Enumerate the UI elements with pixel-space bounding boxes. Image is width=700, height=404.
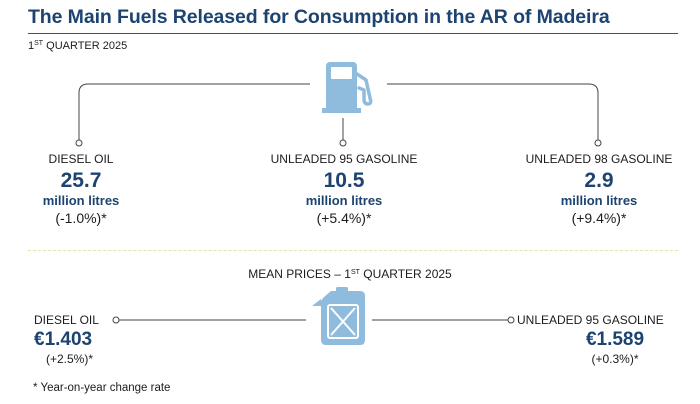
price-name: UNLEADED 95 GASOLINE: [517, 313, 664, 327]
fuel-value: 2.9: [584, 169, 614, 192]
fuel-block-diesel: DIESEL OIL 25.7 million litres (-1.0%)*: [0, 152, 191, 226]
price-block-diesel-values: €1.403 (+2.5%)*: [34, 330, 134, 366]
section-divider: [28, 250, 678, 251]
price-value: €1.589: [585, 329, 645, 350]
fuel-unit: million litres: [42, 193, 120, 208]
fuel-change: (+5.4%)*: [316, 210, 372, 226]
top-connectors: [78, 83, 599, 140]
fuel-unit: million litres: [560, 193, 638, 208]
fuel-value: 10.5: [323, 169, 365, 192]
page-title: The Main Fuels Released for Consumption …: [28, 6, 610, 28]
fuel-change: (-1.0%)*: [55, 210, 107, 226]
price-change: (+2.5%)*: [46, 352, 94, 366]
price-value: €1.403: [34, 329, 93, 350]
fuel-name: UNLEADED 98 GASOLINE: [525, 152, 673, 166]
jerrycan-icon: [312, 287, 365, 345]
fuel-change: (+9.4%)*: [571, 210, 627, 226]
fuel-block-unleaded-95: UNLEADED 95 GASOLINE 10.5 million litres…: [234, 152, 454, 226]
price-change: (+0.3%)*: [591, 352, 639, 366]
fuel-pump-icon: [322, 62, 373, 113]
subtitle: 1ST QUARTER 2025: [28, 40, 128, 52]
title-rule: [28, 33, 678, 34]
price-block-diesel: DIESEL OIL: [34, 313, 99, 327]
fuel-value: 25.7: [60, 169, 102, 192]
fuel-name: UNLEADED 95 GASOLINE: [270, 152, 418, 166]
footnote: * Year-on-year change rate: [33, 382, 171, 394]
prices-title: MEAN PRICES – 1ST QUARTER 2025: [248, 267, 452, 281]
fuel-block-unleaded-98: UNLEADED 98 GASOLINE 2.9 million litres …: [489, 152, 700, 226]
fuel-unit: million litres: [305, 193, 383, 208]
price-name: DIESEL OIL: [34, 313, 99, 327]
top-connector-ends: [75, 139, 602, 147]
fuel-name: DIESEL OIL: [48, 152, 114, 166]
price-block-unleaded-95: UNLEADED 95 GASOLINE: [517, 313, 664, 327]
price-block-unleaded-95-values: €1.589 (+0.3%)*: [560, 330, 670, 366]
